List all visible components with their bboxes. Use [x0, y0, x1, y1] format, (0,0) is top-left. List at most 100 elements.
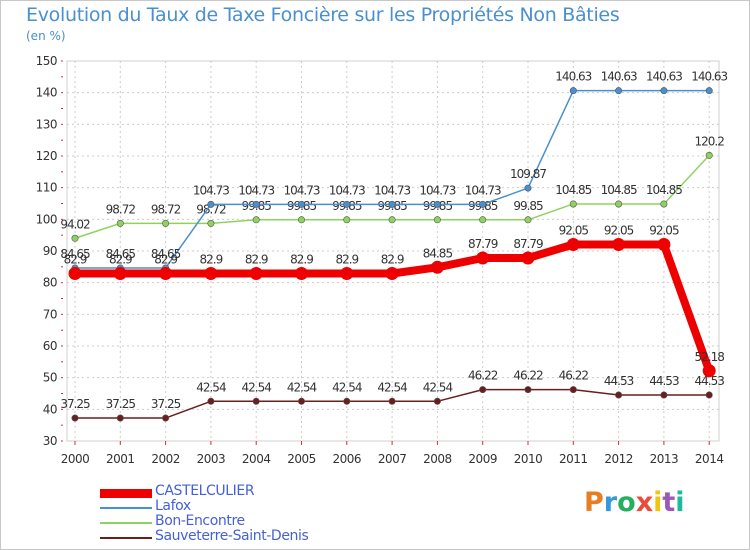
y-minor-tick — [61, 408, 63, 410]
data-label-sauveterre-saint-denis: 37.25 — [60, 397, 90, 411]
data-point-castelculier — [612, 238, 626, 252]
logo-letter: o — [617, 487, 636, 518]
y-minor-tick — [61, 440, 63, 442]
data-label-sauveterre-saint-denis: 44.53 — [604, 374, 634, 388]
data-point-sauveterre-saint-denis — [615, 391, 623, 399]
y-tick-label: 150 — [36, 54, 57, 68]
data-point-lafox — [615, 87, 623, 95]
data-point-lafox — [705, 87, 713, 95]
x-tick-label: 2002 — [151, 452, 180, 466]
legend-swatch — [100, 488, 152, 498]
data-label-castelculier: 82.9 — [200, 252, 223, 266]
data-point-lafox — [524, 184, 532, 192]
data-point-sauveterre-saint-denis — [252, 397, 260, 405]
y-minor-tick — [61, 123, 63, 125]
y-minor-tick — [61, 139, 63, 141]
data-point-lafox — [388, 200, 396, 208]
data-label-bon-encontre: 104.85 — [555, 183, 591, 197]
data-point-bon-encontre — [705, 151, 713, 159]
legend-swatch — [100, 522, 152, 524]
y-tick-label: 50 — [43, 371, 57, 385]
y-tick-label: 100 — [36, 212, 57, 226]
data-point-bon-encontre — [116, 219, 124, 227]
data-point-sauveterre-saint-denis — [297, 397, 305, 405]
proxiti-logo: Proxiti — [584, 487, 685, 518]
data-point-bon-encontre — [252, 216, 260, 224]
y-tick-label: 70 — [43, 307, 57, 321]
data-label-bon-encontre: 99.85 — [513, 199, 543, 213]
data-point-lafox — [297, 200, 305, 208]
data-point-sauveterre-saint-denis — [705, 391, 713, 399]
y-tick-label: 40 — [43, 402, 57, 416]
y-minor-tick — [61, 345, 63, 347]
y-tick-label: 30 — [43, 434, 57, 448]
x-tick-label: 2014 — [695, 452, 724, 466]
data-point-bon-encontre — [615, 200, 623, 208]
y-minor-tick — [61, 361, 63, 363]
y-tick-label: 120 — [36, 149, 57, 163]
y-minor-tick — [61, 393, 63, 394]
logo-letter: P — [584, 487, 604, 518]
data-point-bon-encontre — [207, 219, 215, 227]
data-point-sauveterre-saint-denis — [207, 397, 215, 405]
y-minor-tick — [61, 92, 63, 94]
y-minor-tick — [61, 60, 63, 62]
data-label-castelculier: 82.9 — [381, 252, 404, 266]
legend-label: Bon-Encontre — [155, 513, 245, 529]
data-label-castelculier: 82.9 — [290, 252, 313, 266]
data-point-lafox — [207, 200, 215, 208]
y-minor-tick — [61, 155, 63, 157]
data-label-lafox: 104.73 — [284, 183, 320, 197]
legend-label: Lafox — [155, 498, 191, 514]
x-tick-label: 2003 — [197, 452, 226, 466]
legend-label: Sauveterre-Saint-Denis — [155, 528, 309, 544]
data-point-bon-encontre — [162, 219, 170, 227]
data-label-bon-encontre: 98.72 — [196, 202, 226, 216]
data-point-castelculier — [68, 266, 82, 280]
data-point-sauveterre-saint-denis — [569, 386, 577, 394]
data-point-sauveterre-saint-denis — [388, 397, 396, 405]
data-label-castelculier: 82.9 — [64, 252, 87, 266]
data-label-castelculier: 82.9 — [335, 252, 358, 266]
data-point-castelculier — [204, 266, 218, 280]
y-minor-tick — [61, 266, 63, 268]
data-point-lafox — [433, 200, 441, 208]
x-tick-label: 2013 — [650, 452, 679, 466]
data-label-bon-encontre: 104.85 — [601, 183, 637, 197]
data-label-sauveterre-saint-denis: 46.22 — [559, 369, 589, 383]
data-point-bon-encontre — [297, 216, 305, 224]
data-point-sauveterre-saint-denis — [433, 397, 441, 405]
data-label-lafox: 104.73 — [238, 183, 274, 197]
data-label-bon-encontre: 104.85 — [646, 183, 682, 197]
data-point-bon-encontre — [660, 200, 668, 208]
data-point-bon-encontre — [343, 216, 351, 224]
data-point-castelculier — [702, 364, 716, 378]
y-minor-tick — [61, 329, 63, 331]
logo-letter: i — [653, 487, 663, 518]
data-point-bon-encontre — [524, 216, 532, 224]
data-label-castelculier: 84.85 — [423, 246, 453, 260]
data-label-bon-encontre: 94.02 — [60, 217, 90, 231]
y-tick-label: 80 — [43, 276, 57, 290]
data-label-lafox: 109.87 — [510, 167, 546, 181]
data-label-sauveterre-saint-denis: 37.25 — [106, 397, 136, 411]
y-tick-label: 60 — [43, 339, 57, 353]
x-tick-label: 2001 — [106, 452, 135, 466]
logo-letter: t — [662, 487, 676, 518]
data-label-lafox: 84.65 — [106, 247, 136, 261]
data-label-castelculier: 92.05 — [649, 224, 679, 238]
data-label-castelculier: 92.05 — [559, 224, 589, 238]
x-tick-label: 2011 — [559, 452, 588, 466]
x-tick-label: 2006 — [333, 452, 362, 466]
logo-letter: x — [635, 487, 654, 518]
data-label-castelculier: 82.9 — [109, 252, 132, 266]
data-label-lafox: 104.73 — [419, 183, 455, 197]
x-tick-label: 2009 — [468, 452, 497, 466]
y-tick-label: 110 — [36, 181, 57, 195]
y-minor-tick — [61, 377, 63, 379]
data-point-castelculier — [159, 266, 173, 280]
x-tick-label: 2004 — [242, 452, 271, 466]
data-point-lafox — [343, 200, 351, 208]
x-tick-label: 2007 — [378, 452, 407, 466]
data-label-sauveterre-saint-denis: 42.54 — [196, 380, 226, 394]
